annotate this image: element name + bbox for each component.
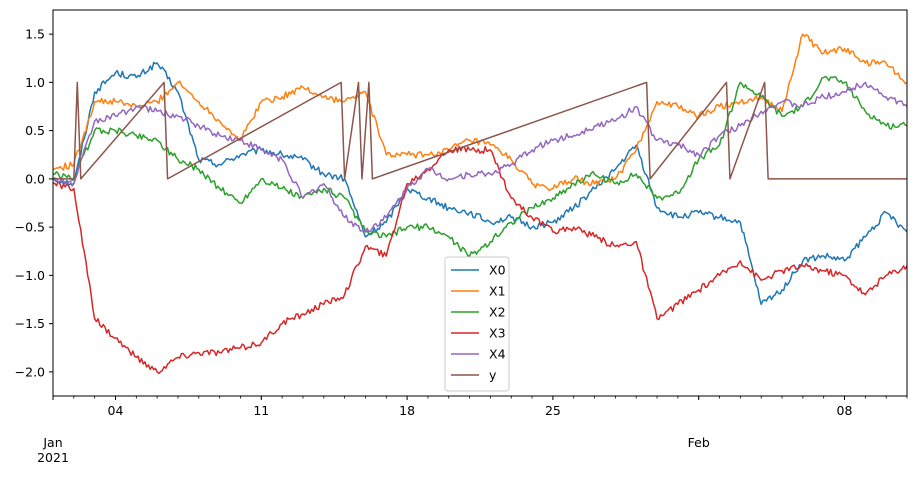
series-line-x1 — [52, 33, 908, 192]
y-tick-label: 1.0 — [25, 75, 45, 90]
series-line-x0 — [52, 61, 908, 306]
x-month-label: Jan — [42, 435, 62, 450]
y-tick-label: −0.5 — [15, 220, 45, 235]
legend-label-y: y — [489, 368, 497, 383]
x-tick-label: 25 — [545, 403, 561, 418]
series-line-x4 — [52, 81, 908, 233]
y-tick-label: 1.5 — [25, 27, 45, 42]
y-axis: −2.0 −1.5 −1.0 −0.5 0.0 0.5 1.0 1.5 — [15, 27, 53, 379]
y-tick-label: 0.5 — [25, 123, 45, 138]
series-layer — [52, 33, 908, 375]
legend: X0 X1 X2 X3 X4 y — [444, 256, 510, 392]
x-year-label: 2021 — [37, 450, 69, 465]
legend-label-x1: X1 — [489, 284, 506, 299]
y-tick-label: −2.0 — [15, 364, 45, 379]
legend-label-x4: X4 — [489, 347, 506, 362]
x-tick-label: 08 — [837, 403, 853, 418]
x-tick-label: 18 — [399, 403, 415, 418]
plot-frame — [52, 9, 908, 397]
series-line-x3 — [52, 145, 908, 375]
legend-label-x2: X2 — [489, 305, 506, 320]
legend-label-x3: X3 — [489, 326, 506, 341]
x-tick-label: 04 — [108, 403, 124, 418]
y-tick-label: 0.0 — [25, 171, 45, 186]
y-tick-label: −1.5 — [15, 316, 45, 331]
x-tick-label: 11 — [253, 403, 269, 418]
x-month-label: Feb — [688, 435, 710, 450]
legend-label-x0: X0 — [489, 263, 506, 278]
series-line-y — [53, 81, 907, 180]
y-tick-label: −1.0 — [15, 268, 45, 283]
